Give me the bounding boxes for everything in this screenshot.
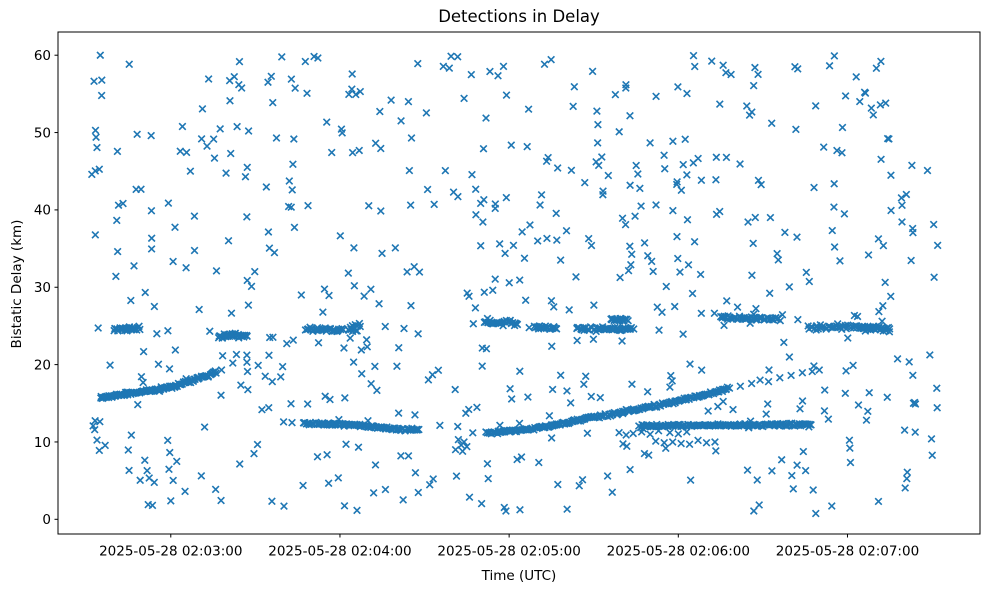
x-axis-ticks: 2025-05-28 02:03:00 2025-05-28 02:04:00 20… — [99, 534, 919, 560]
y-axis-label: Bistatic Delay (km) — [9, 220, 25, 349]
x-axis-label: Time (UTC) — [481, 568, 557, 584]
y-tick-label: 20 — [34, 357, 51, 373]
y-tick-label: 40 — [34, 203, 51, 219]
plot-area-border — [57, 31, 981, 535]
x-tick-label: 2025-05-28 02:03:00 — [99, 544, 242, 560]
chart-title: Detections in Delay — [438, 7, 600, 26]
y-axis-ticks: 0 10 20 30 40 50 60 — [34, 48, 58, 528]
x-tick-label: 2025-05-28 02:06:00 — [607, 544, 750, 560]
x-tick-label: 2025-05-28 02:07:00 — [776, 544, 919, 560]
x-tick-label: 2025-05-28 02:05:00 — [437, 544, 580, 560]
y-tick-label: 60 — [34, 48, 51, 64]
y-tick-label: 30 — [34, 280, 51, 296]
x-tick-label: 2025-05-28 02:04:00 — [268, 544, 411, 560]
y-tick-label: 10 — [34, 435, 51, 451]
y-tick-label: 0 — [42, 512, 51, 528]
y-tick-label: 50 — [34, 125, 51, 141]
